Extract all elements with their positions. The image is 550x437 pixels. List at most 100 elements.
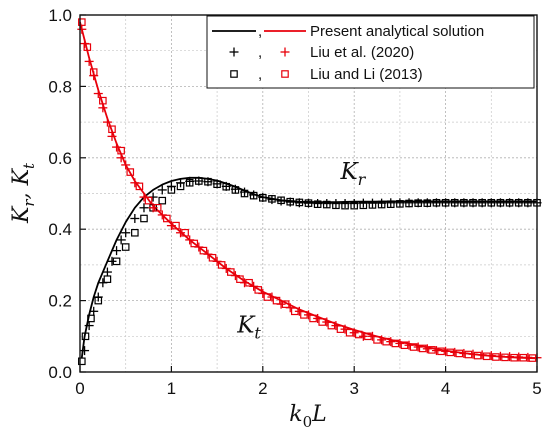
- point-Kr_liuli2013: [78, 357, 86, 366]
- legend-row3-label: Liu and Li (2013): [310, 66, 423, 83]
- y-tick-label: 0.4: [48, 220, 72, 239]
- point-Kt_liuli2013: [144, 196, 153, 205]
- point-Kt_liuli2013: [354, 330, 363, 339]
- x-tick-label: 2: [258, 379, 267, 398]
- point-Kr_liu2020: [116, 235, 126, 245]
- point-Kr_liuli2013: [140, 214, 148, 223]
- point-Kr_liuli2013: [81, 332, 90, 341]
- point-Kr_liuli2013: [368, 201, 377, 209]
- legend-marker-liuli2013-kt: [281, 70, 289, 78]
- annotation-kr: Kr: [339, 159, 366, 189]
- point-Kr_liu2020: [130, 213, 140, 223]
- point-Kr_liu2020: [80, 346, 90, 356]
- x-tick-label: 3: [349, 379, 358, 398]
- point-Kr_liu2020: [157, 185, 167, 195]
- legend-row2-label: Liu et al. (2020): [310, 44, 414, 61]
- point-Kt_liu2020: [84, 56, 94, 66]
- legend-row1-label: Present analytical solution: [310, 23, 484, 40]
- point-Kr_liuli2013: [332, 201, 340, 210]
- point-Kr_liuli2013: [313, 200, 322, 209]
- point-Kr_liuli2013: [249, 191, 258, 200]
- point-Kt_liuli2013: [172, 221, 180, 230]
- point-Kt_liuli2013: [382, 337, 390, 346]
- point-Kr_liuli2013: [304, 199, 313, 207]
- point-Kt_liuli2013: [318, 318, 327, 326]
- point-Kt_liu2020: [102, 117, 112, 127]
- legend-box: [206, 15, 535, 89]
- point-Kr_liuli2013: [441, 198, 450, 207]
- x-axis-label: k0L: [289, 402, 327, 431]
- point-Kr_liuli2013: [322, 200, 331, 209]
- point-Kt_liu2020: [107, 131, 117, 141]
- point-Kt_liu2020: [422, 344, 432, 354]
- point-Kr_liuli2013: [185, 178, 194, 187]
- point-Kt_liuli2013: [181, 228, 189, 237]
- point-Kt_liuli2013: [227, 268, 235, 276]
- point-Kr_liuli2013: [359, 201, 368, 210]
- point-Kr_liuli2013: [496, 198, 505, 207]
- series-Kt_liu2020: [77, 24, 542, 363]
- point-Kt_liuli2013: [309, 314, 317, 323]
- series-Kr_liuli2013: [78, 177, 541, 366]
- point-Kt_liuli2013: [418, 344, 427, 353]
- point-Kr_liuli2013: [158, 196, 167, 205]
- point-Kt_liuli2013: [135, 182, 144, 191]
- point-Kt_liuli2013: [428, 346, 436, 354]
- point-Kr_liu2020: [102, 267, 112, 277]
- point-Kt_liu2020: [477, 350, 487, 360]
- point-Kt_liuli2013: [78, 18, 86, 26]
- legend-row3-markers: [230, 70, 289, 78]
- point-Kt_liuli2013: [199, 246, 208, 255]
- point-Kt_liuli2013: [272, 296, 281, 305]
- point-Kr_liuli2013: [514, 198, 523, 207]
- series-layer: [77, 18, 542, 366]
- point-Kt_liu2020: [176, 228, 186, 238]
- y-tick-label: 0.8: [48, 77, 72, 96]
- point-Kr_liuli2013: [176, 182, 185, 191]
- y-tick-label: 1.0: [48, 6, 72, 25]
- point-Kr_liuli2013: [167, 186, 176, 194]
- point-Kr_liuli2013: [195, 177, 203, 185]
- legend-row1-sep: ,: [258, 23, 262, 40]
- point-Kt_liuli2013: [89, 68, 98, 76]
- point-Kr_liu2020: [84, 321, 94, 331]
- ticks: 0 1 2 3 4 5 0.0 0.2 0.4 0.6 0.8 1.0: [48, 6, 541, 398]
- point-Kr_liuli2013: [341, 201, 349, 210]
- point-Kr_liuli2013: [240, 189, 249, 198]
- point-Kt_liuli2013: [501, 353, 509, 362]
- point-Kt_liuli2013: [99, 96, 107, 105]
- point-Kr_liu2020: [121, 228, 131, 238]
- y-tick-label: 0.0: [48, 363, 72, 382]
- point-Kr_liuli2013: [121, 243, 130, 251]
- point-Kr_liuli2013: [432, 198, 441, 207]
- point-Kt_liu2020: [93, 89, 103, 99]
- legend-marker-liu2020-kt: [280, 47, 290, 57]
- point-Kr_liuli2013: [405, 199, 413, 208]
- point-Kt_liuli2013: [236, 275, 244, 283]
- legend-marker-liuli2013-kr: [230, 70, 238, 78]
- point-Kr_liuli2013: [386, 200, 395, 209]
- point-Kt_liu2020: [386, 337, 396, 347]
- point-Kt_liuli2013: [108, 125, 116, 134]
- point-Kt_liuli2013: [446, 348, 454, 357]
- point-Kt_liuli2013: [336, 325, 345, 333]
- point-Kt_liu2020: [404, 340, 414, 350]
- point-Kt_liu2020: [121, 160, 131, 170]
- y-axis-label: Kr, Kt: [9, 162, 38, 224]
- point-Kt_liuli2013: [528, 354, 537, 362]
- point-Kt_liu2020: [495, 351, 505, 361]
- point-Kr_liuli2013: [469, 198, 477, 207]
- point-Kt_liuli2013: [455, 349, 464, 358]
- point-Kt_liuli2013: [281, 300, 290, 308]
- point-Kr_liuli2013: [460, 198, 468, 207]
- point-Kr_liuli2013: [112, 257, 121, 266]
- x-tick-label: 0: [75, 379, 84, 398]
- point-Kt_liu2020: [459, 348, 469, 358]
- point-Kt_liu2020: [441, 346, 451, 356]
- point-Kt_liuli2013: [263, 293, 272, 301]
- point-Kt_liu2020: [395, 338, 405, 348]
- point-Kt_liu2020: [98, 103, 108, 113]
- point-Kr_liuli2013: [213, 180, 221, 189]
- point-Kt_liu2020: [468, 349, 478, 359]
- plot-frame: [79, 14, 538, 373]
